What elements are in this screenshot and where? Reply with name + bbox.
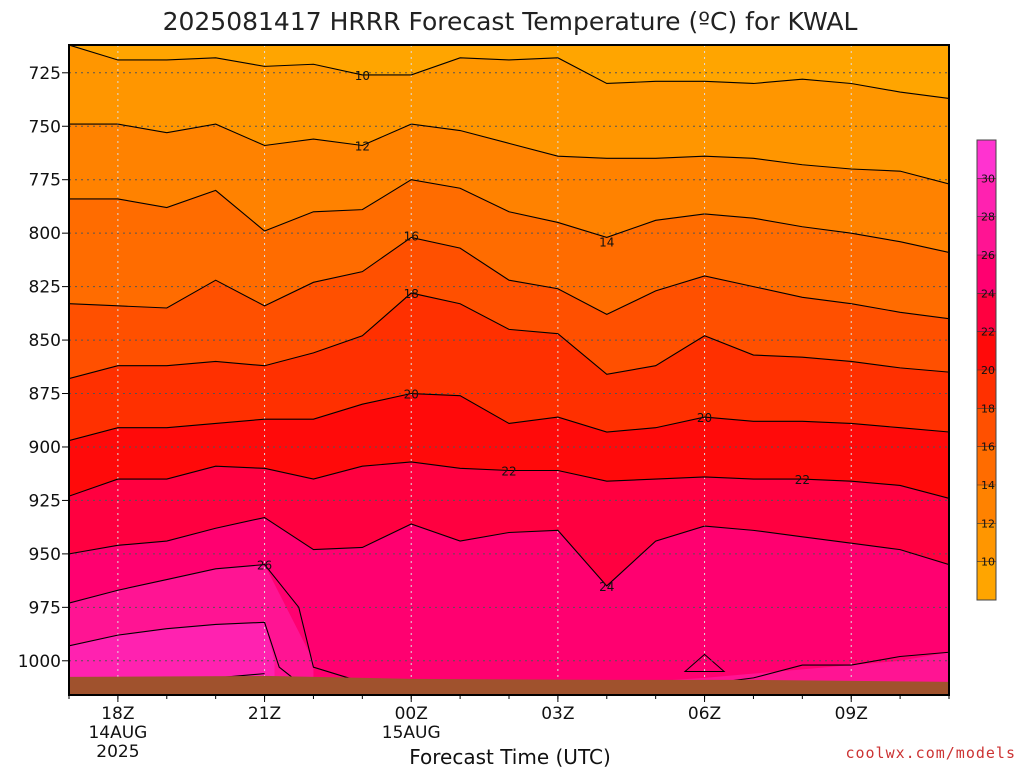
contour-line — [69, 516, 949, 587]
grid-lines — [69, 45, 949, 695]
contour-label: 24 — [599, 580, 614, 594]
colorbar-tick-label: 10 — [981, 556, 995, 569]
colorbar-tick-label: 30 — [981, 172, 995, 185]
colorbar-segment — [977, 331, 996, 370]
x-tick-label: 09Z — [835, 704, 868, 724]
colorbar-segment — [977, 523, 996, 562]
y-tick-label: 775 — [29, 171, 61, 191]
contour-line — [69, 563, 363, 683]
colorbar: 10 12 14 16 18 20 22 24 26 28 30 — [976, 139, 997, 601]
y-tick-label: 925 — [29, 491, 61, 511]
colorbar-segment — [977, 485, 996, 524]
y-tick-label: 975 — [29, 598, 61, 618]
colorbar-tick-label: 26 — [981, 249, 995, 262]
ground-surface — [69, 675, 949, 695]
contour-line — [69, 621, 305, 687]
colorbar-tick-label: 28 — [981, 211, 995, 224]
colorbar-tick-label: 22 — [981, 326, 995, 339]
x-tick-label: 21Z — [248, 704, 281, 724]
colorbar-segment — [977, 140, 996, 179]
y-axis: 725 750 775 800 825 850 875 900 925 950 975 1000 — [18, 64, 69, 672]
contour-label: 22 — [795, 473, 810, 487]
contour-label: 18 — [404, 287, 419, 301]
contour-line — [69, 292, 949, 380]
contour-line — [69, 392, 949, 442]
colorbar-tick-label: 20 — [981, 364, 995, 377]
colorbar-tick-label: 16 — [981, 441, 995, 454]
contour-line — [69, 179, 949, 253]
y-tick-label: 725 — [29, 64, 61, 84]
contour-label: 22 — [501, 464, 516, 478]
contour-label: 10 — [355, 69, 370, 83]
colorbar-segment — [977, 178, 996, 217]
contour-lines — [69, 45, 949, 687]
y-tick-label: 850 — [29, 331, 61, 351]
x-tick-label: 15AUG — [382, 723, 441, 743]
y-tick-label: 1000 — [18, 652, 61, 672]
temperature-band — [683, 653, 726, 672]
colorbar-segment — [977, 216, 996, 255]
contour-label: 26 — [257, 559, 272, 573]
contour-labels: 10 12 14 16 18 20 20 22 22 24 26 — [257, 69, 810, 594]
y-tick-label: 825 — [29, 278, 61, 298]
contour-line — [69, 236, 949, 320]
y-tick-label: 875 — [29, 385, 61, 405]
y-tick-label: 950 — [29, 545, 61, 565]
colorbar-tick-label: 14 — [981, 479, 995, 492]
contour-line — [69, 45, 949, 99]
plot-area — [69, 45, 949, 695]
chart-title: 2025081417 HRRR Forecast Temperature (ºC… — [163, 7, 858, 36]
x-tick-label: 2025 — [96, 742, 139, 762]
colorbar-tick-label: 12 — [981, 517, 995, 530]
colorbar-tick-label: 18 — [981, 402, 995, 415]
colorbar-segment — [977, 255, 996, 294]
y-tick-label: 900 — [29, 438, 61, 458]
contour-label: 14 — [599, 236, 614, 250]
contour-line — [704, 651, 949, 685]
colorbar-segment — [977, 408, 996, 447]
colorbar-tick-label: 24 — [981, 287, 995, 300]
colorbar-segment — [977, 561, 996, 600]
x-tick-label: 03Z — [541, 704, 574, 724]
temperature-bands — [69, 45, 949, 695]
contour-label: 20 — [404, 388, 419, 402]
colorbar-segment — [977, 370, 996, 409]
contour-label: 16 — [404, 229, 419, 243]
contour-line — [69, 123, 949, 185]
colorbar-segment — [977, 293, 996, 332]
x-tick-label: 14AUG — [88, 723, 147, 743]
y-tick-label: 750 — [29, 117, 61, 137]
x-tick-label: 06Z — [688, 704, 721, 724]
y-tick-label: 800 — [29, 224, 61, 244]
colorbar-segment — [977, 446, 996, 485]
x-axis-label: Forecast Time (UTC) — [409, 745, 611, 768]
credit-link[interactable]: coolwx.com/models — [845, 744, 1016, 762]
x-tick-label: 00Z — [395, 704, 428, 724]
contour-line — [69, 461, 949, 499]
contour-label: 20 — [697, 411, 712, 425]
x-tick-label: 18Z — [101, 704, 134, 724]
contour-label: 12 — [355, 139, 370, 153]
